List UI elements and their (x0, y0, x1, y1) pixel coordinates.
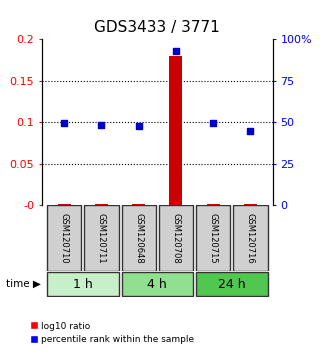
Point (62, 120, 67, 126)
Bar (47, 272, 118, 296)
Bar (122, 272, 193, 296)
Text: GSM120648: GSM120648 (134, 213, 143, 263)
Text: time ▶: time ▶ (6, 279, 41, 289)
Bar (122, 205, 156, 271)
Text: GSM120708: GSM120708 (171, 213, 180, 263)
Bar (196, 205, 230, 271)
Point (99, 122, 104, 128)
Point (211, 120, 216, 126)
Bar (207, 204, 220, 205)
Text: 1 h: 1 h (73, 278, 93, 291)
Bar (159, 205, 193, 271)
Bar (84, 205, 118, 271)
Title: GDS3433 / 3771: GDS3433 / 3771 (94, 20, 220, 35)
Text: GSM120716: GSM120716 (246, 213, 255, 263)
Legend: log10 ratio, percentile rank within the sample: log10 ratio, percentile rank within the … (27, 318, 198, 348)
Text: 24 h: 24 h (218, 278, 246, 291)
Bar (57, 204, 71, 205)
Text: GSM120711: GSM120711 (97, 213, 106, 263)
Point (173, 48, 178, 54)
Bar (169, 56, 182, 205)
Bar (95, 204, 108, 205)
Text: 4 h: 4 h (147, 278, 167, 291)
Bar (233, 205, 268, 271)
Text: GSM120710: GSM120710 (60, 213, 69, 263)
Bar (47, 205, 81, 271)
Point (136, 124, 141, 129)
Text: GSM120715: GSM120715 (209, 213, 218, 263)
Point (248, 129, 253, 134)
Bar (196, 272, 268, 296)
